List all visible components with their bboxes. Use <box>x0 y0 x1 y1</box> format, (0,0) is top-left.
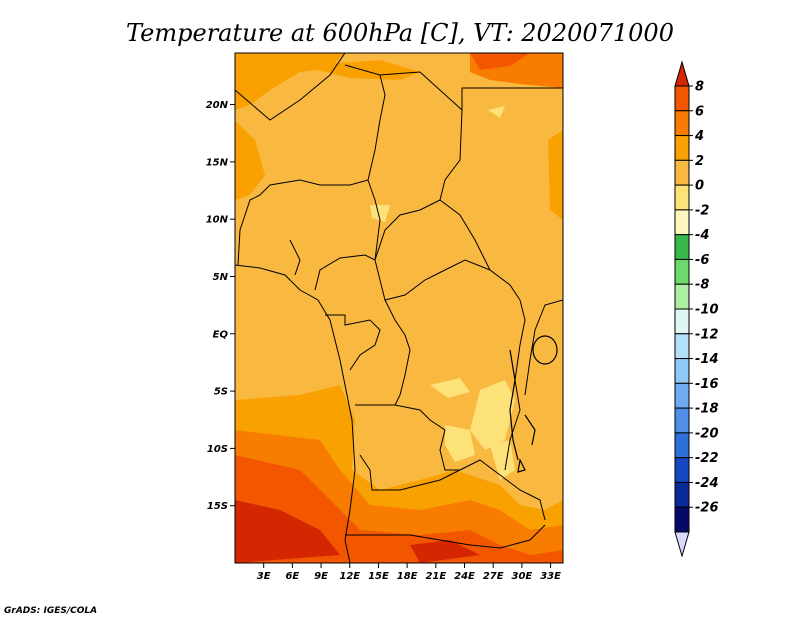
colorbar-label: 6 <box>695 104 704 119</box>
lat-tick-label: 5N <box>213 272 229 283</box>
map-panel: 20N 15N 10N 5N EQ 5S 10S 15S 3E 6E 9E 12E 15E 18E 21E… <box>206 52 564 582</box>
country-boundaries <box>235 53 563 563</box>
credit-text: GrADS: IGES/COLA <box>4 606 97 616</box>
lon-tick-label: 21E <box>425 571 446 582</box>
colorbar-label: -22 <box>695 451 719 466</box>
colorbar-label: -26 <box>695 501 719 516</box>
colorbar-label: 8 <box>695 80 704 95</box>
colorbar-box <box>674 382 690 409</box>
colorbar-box <box>674 85 690 112</box>
lon-tick-label: 30E <box>512 571 533 582</box>
lon-tick-label: 33E <box>540 571 561 582</box>
colorbar-label: -2 <box>695 203 709 218</box>
lon-tick-label: 18E <box>397 571 418 582</box>
lon-tick-label: 6E <box>285 571 299 582</box>
colorbar-box <box>674 234 690 260</box>
colorbar: 8 6 4 2 0 -2 -4 -6 -8 -10 -12 -14 -16 -18 -20 -22 -24 -26 <box>674 60 719 558</box>
colorbar-box <box>674 457 690 483</box>
colorbar-box <box>674 209 690 236</box>
lon-tick-label: 15E <box>368 571 389 582</box>
colorbar-label: -20 <box>695 426 719 441</box>
colorbar-label: -16 <box>695 377 719 392</box>
colorbar-box <box>674 333 690 360</box>
colorbar-bottom-arrow <box>674 531 690 558</box>
lakes <box>509 335 558 473</box>
colorbar-box <box>674 506 690 533</box>
colorbar-box <box>674 283 690 310</box>
colorbar-box <box>674 358 690 384</box>
colorbar-label: -14 <box>695 352 719 367</box>
colorbar-label: 2 <box>695 154 704 169</box>
colorbar-box <box>674 432 690 459</box>
lat-tick-label: 20N <box>206 100 229 111</box>
lon-tick-label: 9E <box>314 571 328 582</box>
longitude-axis: 3E 6E 9E 12E 15E 18E 21E 24E 27E 30E 33E <box>257 563 561 582</box>
colorbar-label: -8 <box>695 278 709 293</box>
map-frame <box>234 52 564 564</box>
lon-tick-label: 3E <box>257 571 271 582</box>
lat-tick-label: 15N <box>206 157 229 168</box>
lon-tick-label: 12E <box>339 571 360 582</box>
colorbar-box <box>674 481 690 508</box>
colorbar-top-arrow <box>674 60 690 87</box>
colorbar-box <box>674 159 690 186</box>
colorbar-label: -4 <box>695 228 709 243</box>
colorbar-box <box>674 135 690 161</box>
colorbar-label: 0 <box>695 179 704 194</box>
colorbar-box <box>674 184 690 211</box>
colorbar-label: -6 <box>695 253 709 268</box>
lat-tick-label: 15S <box>207 501 228 512</box>
colorbar-box <box>674 407 690 434</box>
colorbar-label: -10 <box>695 303 719 318</box>
colorbar-label: -18 <box>695 402 719 417</box>
lon-tick-label: 24E <box>454 571 475 582</box>
latitude-axis: 20N 15N 10N 5N EQ 5S 10S 15S <box>206 100 235 512</box>
lat-tick-label: 5S <box>214 387 228 398</box>
lat-tick-label: 10S <box>207 444 228 455</box>
colorbar-box <box>674 308 690 335</box>
cool-patch-central <box>430 378 470 398</box>
lat-tick-label: 10N <box>206 215 229 226</box>
lon-tick-label: 27E <box>483 571 504 582</box>
colorbar-label: -12 <box>695 327 719 342</box>
colorbar-box <box>674 258 690 285</box>
colorbar-box <box>674 110 690 137</box>
colorbar-label: 4 <box>694 129 704 144</box>
page-title: Temperature at 600hPa [C], VT: 202007100… <box>126 19 674 47</box>
colorbar-label: -24 <box>695 476 719 491</box>
lat-tick-label: EQ <box>213 329 229 340</box>
